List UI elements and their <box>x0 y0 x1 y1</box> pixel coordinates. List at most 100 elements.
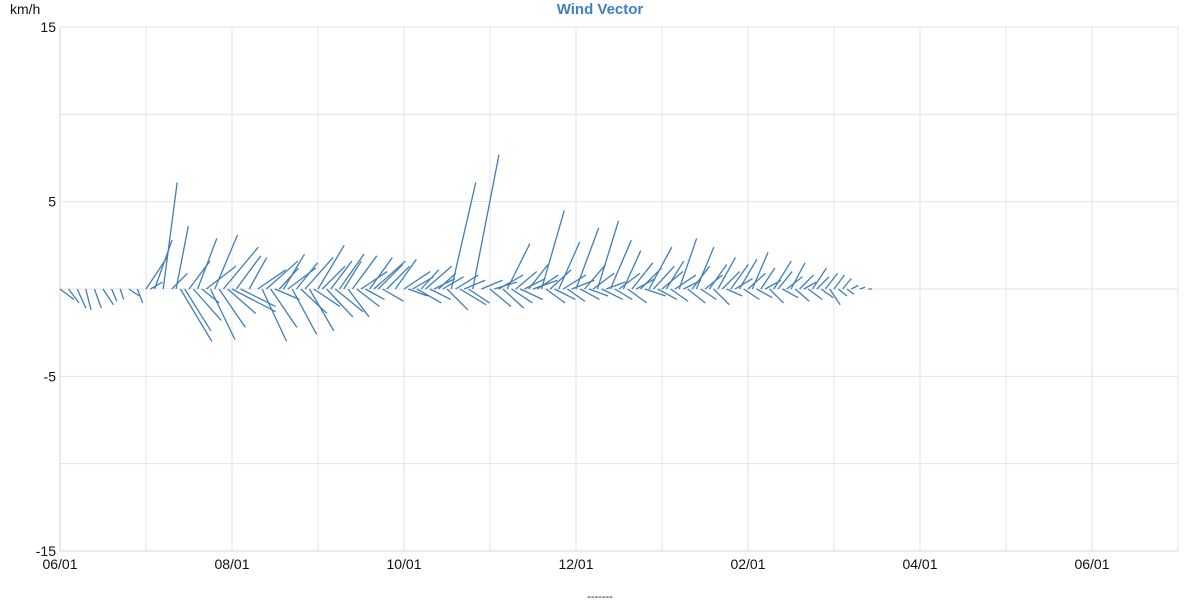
wind-vector <box>394 258 417 290</box>
wind-vector <box>687 288 706 304</box>
wind-vector <box>437 272 457 290</box>
y-axis-ticks: 15 5 -5 -15 <box>36 19 56 559</box>
wind-vector <box>102 288 115 306</box>
wind-vector <box>631 262 654 290</box>
wind-vector <box>274 288 300 301</box>
wind-vector <box>833 274 845 290</box>
wind-vector <box>386 265 410 290</box>
wind-vector <box>627 288 648 304</box>
wind-vector <box>377 264 404 290</box>
wind-vector <box>588 288 609 297</box>
wind-vector <box>265 260 299 290</box>
wind-vector <box>85 288 92 311</box>
wind-vector <box>416 288 442 304</box>
wind-vector <box>313 288 341 308</box>
wind-vector <box>179 288 213 342</box>
wind-vector <box>257 269 287 290</box>
wind-vector <box>674 274 697 290</box>
x-tick-label: 10/01 <box>386 556 421 572</box>
wind-vector <box>829 288 841 306</box>
wind-vector <box>231 288 276 313</box>
wind-vector <box>536 274 559 290</box>
wind-vector <box>287 267 317 290</box>
y-tick-label: 5 <box>48 194 56 210</box>
wind-vector <box>308 288 335 332</box>
wind-vector <box>837 288 848 297</box>
wind-vector <box>343 260 362 290</box>
y-axis-unit-label: km/h <box>10 1 40 17</box>
wind-vector <box>652 265 675 290</box>
wind-vector <box>511 288 533 304</box>
wind-vector <box>360 270 388 290</box>
wind-vector <box>347 288 370 318</box>
wind-vector <box>184 288 212 332</box>
x-tick-label: 02/01 <box>730 556 765 572</box>
wind-vector <box>420 269 440 290</box>
wind-vector <box>816 276 830 290</box>
wind-vector <box>278 267 299 290</box>
wind-vector <box>614 288 633 301</box>
wind-vector <box>369 257 393 290</box>
wind-vector <box>734 277 753 290</box>
wind-vector <box>799 274 815 290</box>
wind-vector <box>261 288 288 342</box>
wind-vector <box>618 272 641 290</box>
wind-vector <box>446 288 469 311</box>
wind-vector <box>111 288 118 302</box>
wind-vector <box>209 288 236 340</box>
wind-vector <box>743 288 760 301</box>
y-tick-label: 15 <box>40 19 56 35</box>
wind-vector <box>807 288 823 301</box>
x-axis-footer-label: ------- <box>587 591 613 600</box>
wind-vector <box>592 272 615 290</box>
wind-vector <box>721 271 741 290</box>
wind-vector <box>171 272 188 290</box>
wind-vector <box>545 288 566 304</box>
wind-vector <box>403 270 431 290</box>
wind-vector <box>562 274 587 290</box>
wind-vector <box>364 288 385 301</box>
wind-vector <box>283 253 306 290</box>
wind-vector <box>790 262 806 290</box>
wind-vector <box>657 288 678 301</box>
y-tick-label: -15 <box>36 543 56 559</box>
wind-vector <box>540 210 565 290</box>
wind-vector <box>558 241 581 290</box>
wind-vector <box>596 220 620 290</box>
wind-vector <box>730 264 749 290</box>
wind-vector <box>295 262 318 290</box>
wind-vector <box>334 288 364 313</box>
wind-vector <box>515 271 538 290</box>
wind-vector <box>240 288 276 308</box>
wind-vector <box>300 288 328 314</box>
y-tick-label: -5 <box>44 368 57 384</box>
wind-vector <box>136 288 144 304</box>
wind-vector <box>605 281 626 290</box>
x-tick-label: 08/01 <box>214 556 249 572</box>
wind-vector <box>644 288 666 297</box>
wind-vector <box>519 288 544 301</box>
wind-vector <box>747 272 766 290</box>
wind-vector <box>695 246 715 290</box>
wind-vector <box>429 288 452 301</box>
wind-vector <box>528 264 549 290</box>
wind-vector <box>356 288 380 307</box>
wind-vector <box>769 288 784 304</box>
wind-vector <box>59 288 75 301</box>
x-axis-ticks: 06/01 08/01 10/01 12/01 02/01 04/01 06/01 <box>42 556 1109 572</box>
wind-vector <box>532 279 558 290</box>
wind-vector <box>235 255 262 290</box>
wind-vector <box>76 288 87 309</box>
wind-vector <box>803 281 817 290</box>
x-tick-label: 04/01 <box>902 556 937 572</box>
wind-vector <box>717 257 736 290</box>
wind-vector <box>162 182 178 290</box>
wind-vector <box>859 286 866 290</box>
wind-vector <box>549 269 572 290</box>
wind-vector <box>782 288 799 299</box>
wind-vector <box>351 255 378 290</box>
wind-vector <box>468 288 490 304</box>
wind-vector <box>205 265 237 290</box>
